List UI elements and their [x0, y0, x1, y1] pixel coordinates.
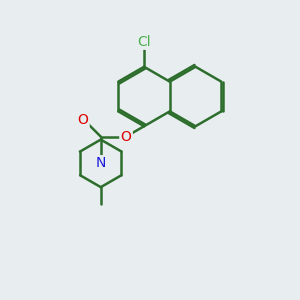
- Text: N: N: [96, 156, 106, 170]
- Text: O: O: [121, 130, 131, 144]
- Text: O: O: [77, 113, 88, 127]
- Text: Cl: Cl: [137, 34, 151, 49]
